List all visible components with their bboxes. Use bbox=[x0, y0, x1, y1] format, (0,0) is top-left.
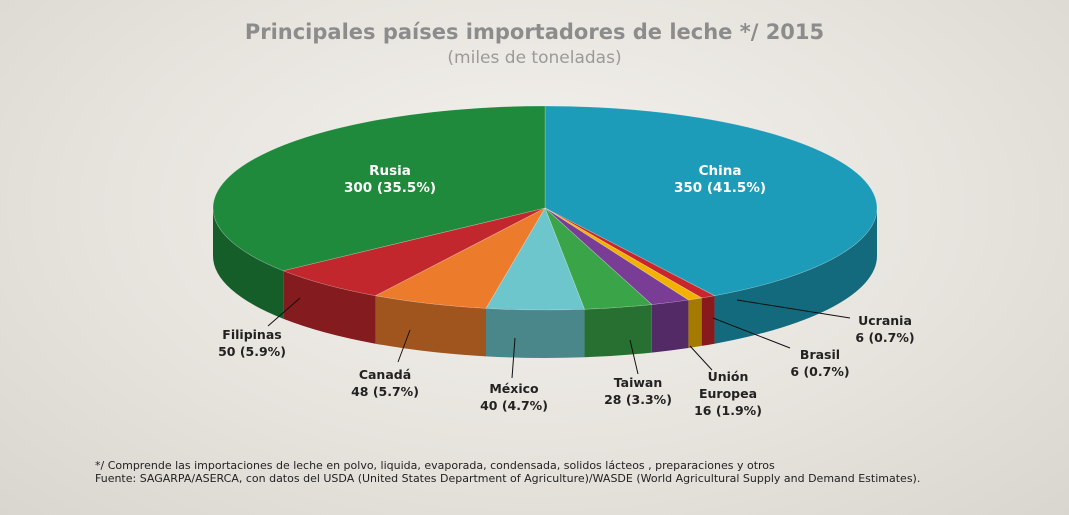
value-label: 48 (5.7%) bbox=[351, 383, 419, 400]
value-label: 28 (3.3%) bbox=[604, 391, 672, 408]
footer: */ Comprende las importaciones de leche … bbox=[95, 459, 995, 485]
value-label: 6 (0.7%) bbox=[790, 363, 849, 380]
slice-side bbox=[584, 305, 651, 358]
value-label: 350 (41.5%) bbox=[674, 180, 766, 197]
value-label: 6 (0.7%) bbox=[855, 329, 914, 346]
category-label: Rusia bbox=[344, 163, 436, 180]
value-label: 40 (4.7%) bbox=[480, 397, 548, 414]
category-label: Taiwan bbox=[604, 374, 672, 391]
category-label: Brasil bbox=[790, 346, 849, 363]
chart-subtitle: (miles de toneladas) bbox=[0, 48, 1069, 68]
pie-canvas bbox=[0, 0, 1069, 515]
value-label: 16 (1.9%) bbox=[693, 402, 763, 419]
slice-side bbox=[486, 308, 584, 358]
category-label: México bbox=[480, 380, 548, 397]
slice-side bbox=[652, 300, 689, 353]
chart-title: Principales países importadores de leche… bbox=[0, 20, 1069, 44]
slice-side bbox=[702, 296, 715, 346]
category-label: Filipinas bbox=[218, 326, 286, 343]
slice-side bbox=[688, 298, 701, 348]
category-label: Unión Europea bbox=[693, 368, 763, 402]
source: Fuente: SAGARPA/ASERCA, con datos del US… bbox=[95, 472, 995, 485]
category-label: Ucrania bbox=[855, 312, 914, 329]
value-label: 50 (5.9%) bbox=[218, 343, 286, 360]
chart: Principales países importadores de leche… bbox=[0, 0, 1069, 515]
category-label: Canadá bbox=[351, 366, 419, 383]
value-label: 300 (35.5%) bbox=[344, 180, 436, 197]
category-label: China bbox=[674, 163, 766, 180]
footnote: */ Comprende las importaciones de leche … bbox=[95, 459, 995, 472]
leader-line bbox=[690, 346, 712, 370]
